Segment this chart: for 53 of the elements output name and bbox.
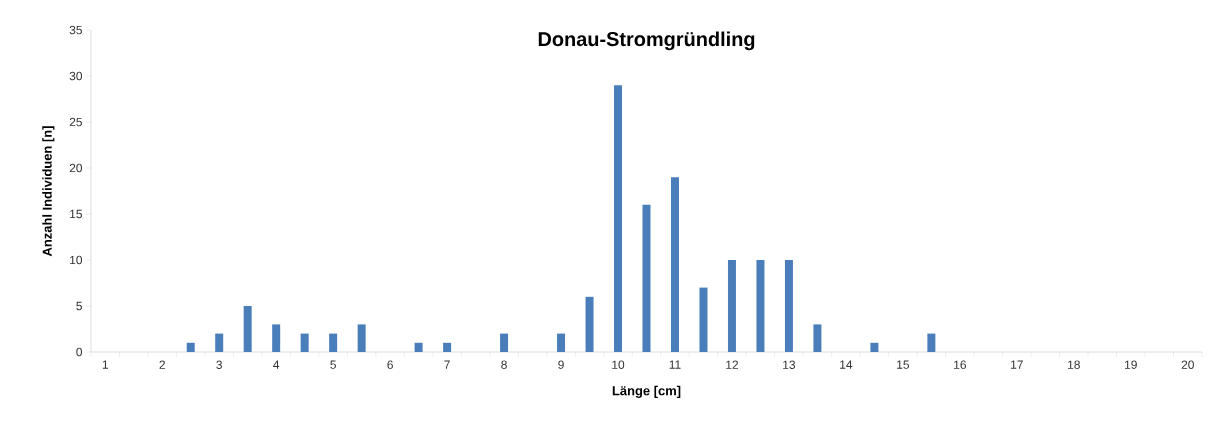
- x-tick-label: 9: [558, 360, 564, 369]
- x-tick-label: 11: [669, 360, 681, 369]
- x-tick-label: 1: [102, 360, 108, 369]
- y-tick-label: 35: [69, 25, 82, 35]
- bar: [699, 287, 708, 352]
- x-tick-label: 7: [444, 360, 450, 369]
- y-tick-label: 25: [69, 117, 82, 127]
- x-tick-label: 17: [1011, 360, 1023, 369]
- bar: [186, 342, 195, 352]
- bar: [272, 324, 281, 352]
- x-tick-label: 13: [783, 360, 796, 369]
- y-tick-label: 5: [76, 301, 82, 311]
- x-tick-label: 20: [1181, 360, 1194, 369]
- x-tick-label: 5: [330, 360, 336, 369]
- bar: [927, 333, 936, 352]
- bar: [614, 85, 623, 352]
- bar: [585, 296, 594, 352]
- bar: [443, 342, 452, 352]
- x-tick-label: 6: [387, 360, 393, 369]
- y-tick-label: 0: [76, 347, 83, 357]
- x-tick-label: 3: [216, 360, 222, 369]
- x-tick-label: 16: [954, 360, 966, 369]
- bar: [500, 333, 509, 352]
- x-tick-label: 2: [159, 360, 165, 369]
- y-tick-label: 20: [69, 163, 83, 173]
- x-tick-label: 19: [1125, 360, 1137, 369]
- bar: [300, 333, 309, 352]
- x-tick-label: 14: [840, 360, 853, 369]
- bar: [357, 324, 366, 352]
- bar: [784, 260, 793, 352]
- bar: [329, 333, 338, 352]
- bar: [414, 342, 423, 352]
- bar: [215, 333, 224, 352]
- x-axis-title: Länge [cm]: [612, 385, 681, 398]
- y-tick-label: 30: [69, 71, 83, 81]
- bar: [642, 204, 651, 352]
- x-tick-label: 10: [612, 360, 625, 369]
- y-tick-label: 10: [70, 255, 83, 265]
- x-tick-label: 8: [501, 360, 507, 369]
- bar: [756, 260, 765, 352]
- x-tick-label: 15: [897, 360, 910, 369]
- x-tick-label: 12: [726, 360, 739, 369]
- chart-title: Donau-Stromgründling: [538, 31, 755, 51]
- x-tick-label: 4: [273, 360, 280, 369]
- x-tick-label: 18: [1068, 360, 1080, 369]
- bar: [870, 342, 879, 352]
- bar: [727, 260, 736, 352]
- y-tick-label: 15: [70, 209, 82, 219]
- bar: [557, 333, 566, 352]
- bar: [243, 306, 252, 352]
- bar: [670, 177, 679, 352]
- y-axis-title: Anzahl Individuen [n]: [42, 126, 55, 257]
- bar: [813, 324, 822, 352]
